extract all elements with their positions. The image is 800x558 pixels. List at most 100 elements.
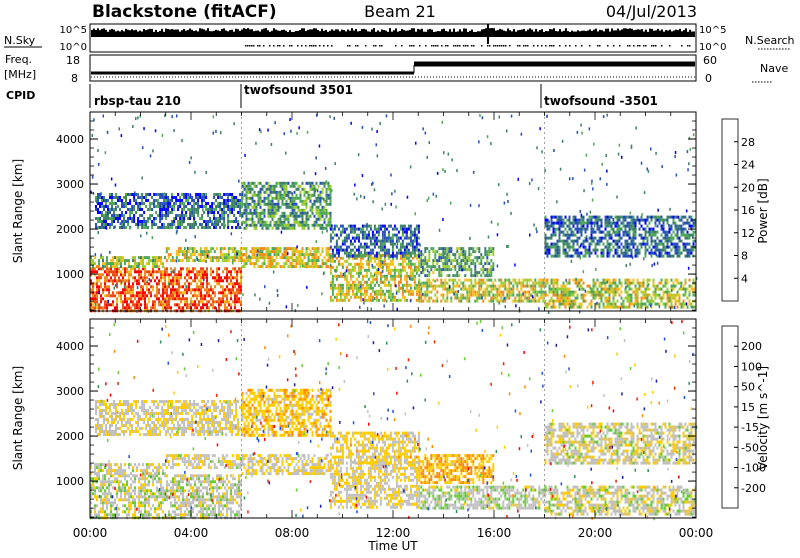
data-cell [282,253,284,256]
data-cell [215,205,217,208]
data-cell [348,269,350,272]
nsearch-point [569,45,571,47]
data-cell [231,193,233,196]
data-cell [148,270,150,273]
data-cell [226,279,228,282]
data-cell [213,202,215,205]
data-cell [226,253,228,256]
data-cell [352,237,354,240]
data-cell [171,208,173,211]
data-cell [258,191,260,194]
data-cell [518,291,520,294]
data-cell [254,185,256,188]
data-cell [120,259,122,262]
data-cell [484,247,486,250]
data-cell [601,282,603,285]
data-cell [200,273,202,276]
data-cell [340,249,342,252]
data-cell [468,253,470,256]
data-cell [330,200,332,203]
data-cell [356,287,358,290]
nsky-bar [611,29,613,37]
nsearch-point [687,45,689,47]
data-cell [597,249,599,252]
nsky-bar [443,29,445,37]
data-cell [416,254,418,257]
data-cell [597,228,599,231]
data-cell [671,279,673,282]
data-cell [296,194,298,197]
data-cell [326,203,328,206]
data-cell [176,273,178,276]
data-cell [231,196,233,199]
data-cell [262,200,264,203]
data-cell [382,299,384,302]
nsearch-point [413,45,415,47]
data-cell [231,211,233,214]
data-cell [569,228,571,231]
data-cell [573,225,575,228]
data-cell [565,288,567,291]
data-cell [268,203,270,206]
data-cell [252,194,254,197]
data-cell [163,199,165,202]
data-cell [555,246,557,249]
data-cell [178,294,180,297]
data-cell [270,194,272,197]
data-cell [221,223,223,226]
data-cell [104,265,106,268]
data-cell [322,182,324,185]
data-cell [151,220,153,223]
nsky-bar [97,28,99,37]
data-cell [382,293,384,296]
data-cell [272,212,274,215]
data-cell [310,253,312,256]
cpid-row: CPID rbsp-tau 210 twofsound 3501 twofsou… [6,83,658,108]
data-cell [150,273,152,276]
data-cell [264,203,266,206]
data-cell [138,262,140,265]
data-cell [370,275,372,278]
data-cell [238,256,240,259]
data-cell [593,294,595,297]
data-cell [292,212,294,215]
data-cell [154,279,156,282]
data-cell [328,250,330,253]
nsky-bar [431,30,433,37]
data-cell [534,291,536,294]
data-cell [362,293,364,296]
data-cell [532,282,534,285]
data-cell [304,188,306,191]
data-cell [615,240,617,243]
data-cell [342,257,344,260]
data-cell [623,255,625,258]
data-cell [161,214,163,217]
data-cell [615,285,617,288]
data-cell [187,217,189,220]
data-cell [601,294,603,297]
data-cell [192,259,194,262]
data-cell [677,237,679,240]
data-cell [316,259,318,262]
data-cell [506,297,508,300]
data-cell [354,266,356,269]
data-cell [298,215,300,218]
data-cell [667,234,669,237]
data-cell [334,246,336,249]
data-cell [105,211,107,214]
data-cell [599,282,601,285]
nsky-bar [121,30,123,37]
data-cell [426,247,428,250]
data-cell [581,285,583,288]
data-cell [595,216,597,219]
data-cell [585,255,587,258]
data-cell [490,288,492,291]
data-cell [637,282,639,285]
data-cell [156,256,158,259]
data-cell [340,272,342,275]
data-cell [653,234,655,237]
data-cell [282,215,284,218]
data-cell [444,247,446,250]
data-cell [579,282,581,285]
data-cell [358,281,360,284]
